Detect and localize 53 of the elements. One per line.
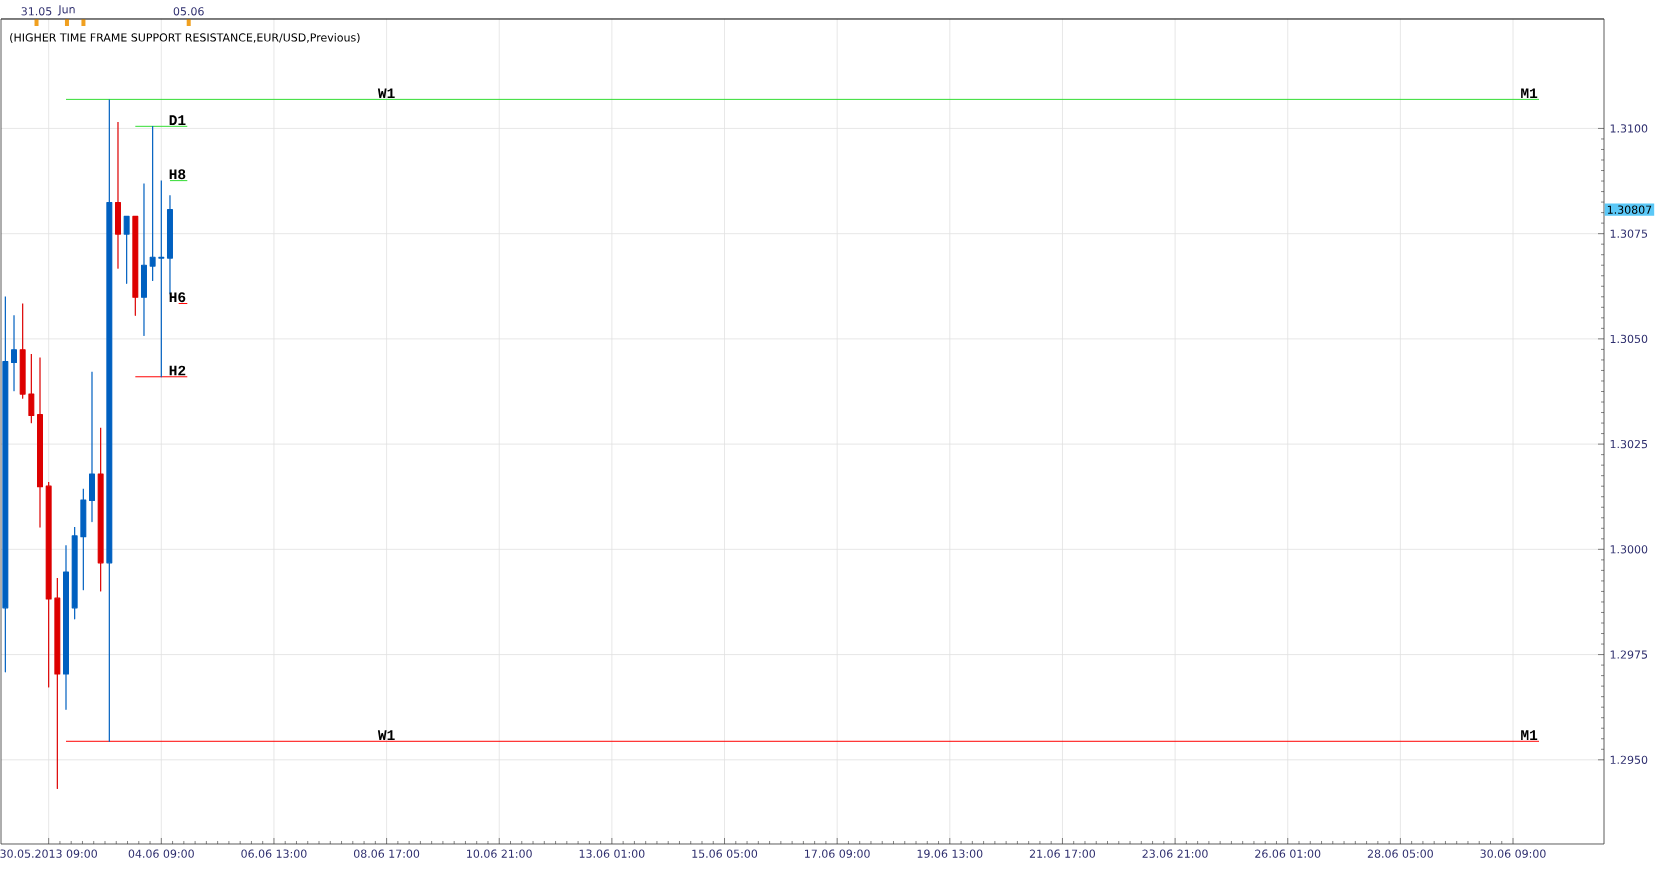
text: (HIGHER TIME FRAME SUPPORT RESISTANCE,EUR/USD,Previous)	[10, 33, 360, 43]
candlestick	[19, 302, 26, 399]
annotation: W1	[377, 730, 395, 740]
candlestick	[80, 488, 87, 591]
x-tick-label: 08.06 17:00	[353, 849, 420, 858]
y-tick-label: 1.3050	[1610, 334, 1648, 344]
candlestick	[45, 481, 52, 688]
candlestick	[89, 371, 95, 523]
x2-tick-label: Jun	[57, 5, 75, 16]
series-label: M1	[1521, 730, 1538, 740]
x-tick-label: 10.06 21:00	[467, 849, 532, 858]
candlestick	[37, 356, 43, 528]
series-label: H2	[169, 365, 186, 376]
annotation: W1	[377, 88, 395, 98]
candlestick	[54, 577, 61, 790]
text: 1.30807	[1607, 205, 1652, 214]
x2-tick-label: 05.06	[173, 7, 204, 16]
candlestick	[149, 125, 156, 281]
x-tick-label: 06.06 13:00	[241, 849, 307, 858]
y-tick-label: 1.3100	[1610, 124, 1648, 133]
series-label: D1	[169, 115, 186, 125]
candlestick	[140, 182, 147, 337]
y-tick-label: 1.2975	[1610, 650, 1648, 659]
series-label: H8	[169, 169, 186, 180]
candlestick	[2, 295, 9, 673]
series-label: M1	[1521, 88, 1538, 98]
y-tick-label: 1.3075	[1610, 229, 1648, 238]
x-tick-label: 13.06 01:00	[579, 849, 645, 858]
x-tick-label: 30.06 09:00	[1480, 849, 1546, 858]
series-label: H6	[169, 292, 186, 303]
x-tick-label: 28.06 05:00	[1367, 849, 1433, 858]
candlestick	[11, 314, 17, 392]
x2-tick-label: 31.05	[21, 7, 52, 16]
candlestick	[28, 353, 35, 424]
y-tick-label: 1.2950	[1610, 755, 1648, 764]
candlestick	[106, 98, 113, 742]
x-tick-label: 19.06 13:00	[917, 849, 983, 858]
candlestick	[97, 427, 104, 592]
candlestick	[123, 215, 130, 284]
candlestick	[115, 121, 121, 269]
y-tick-label: 1.3025	[1610, 439, 1648, 449]
x-tick-label: 26.06 01:00	[1255, 849, 1321, 858]
x-tick-label: 17.06 09:00	[805, 849, 870, 858]
candlestick	[63, 544, 69, 710]
x-tick-label: 04.06 09:00	[128, 849, 194, 858]
x-tick-label: 21.06 17:00	[1029, 849, 1096, 858]
x-tick-label: 23.06 21:00	[1142, 849, 1208, 858]
candlestick	[71, 526, 78, 620]
candlestick	[132, 215, 139, 316]
x-tick-label: 30.05.2013 09:00	[0, 849, 97, 858]
y-tick-label: 1.3000	[1610, 545, 1648, 554]
candlestick	[158, 180, 165, 378]
x-tick-label: 15.06 05:00	[692, 849, 758, 858]
